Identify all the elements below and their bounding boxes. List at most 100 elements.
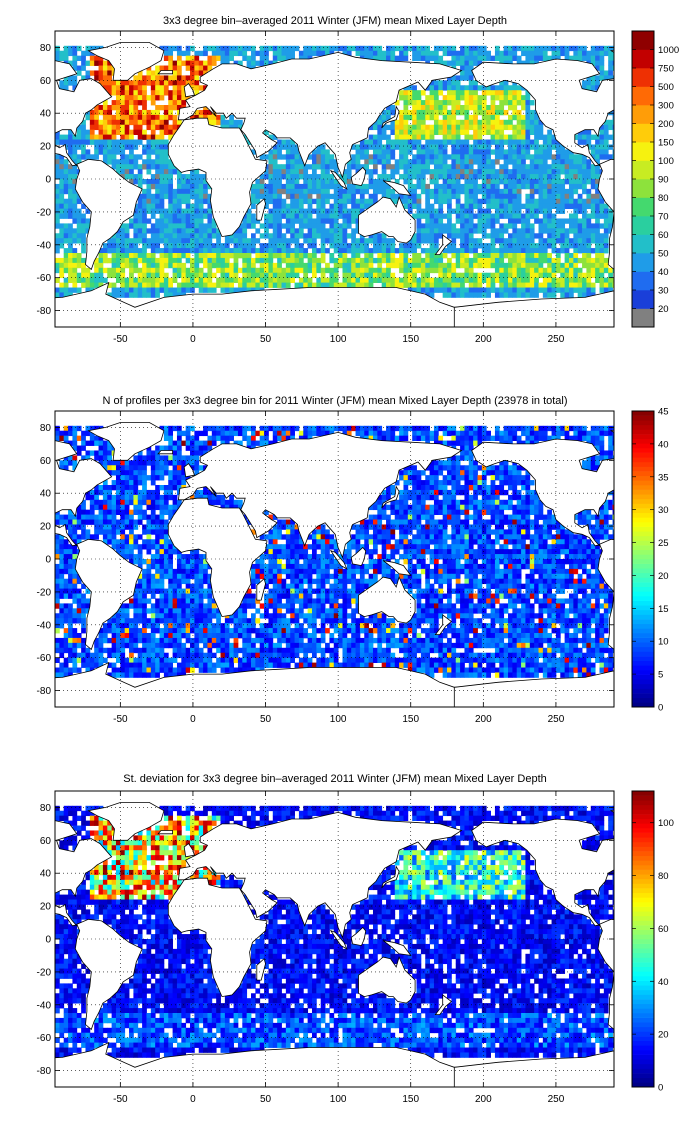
heatmap-cell bbox=[168, 253, 174, 259]
heatmap-cell bbox=[386, 485, 391, 491]
heatmap-cell bbox=[429, 238, 435, 244]
heatmap-cell bbox=[473, 179, 478, 185]
heatmap-cell bbox=[102, 248, 108, 254]
heatmap-cell bbox=[107, 257, 113, 264]
heatmap-cell bbox=[346, 243, 352, 249]
heatmap-cell bbox=[612, 277, 614, 283]
heatmap-cell bbox=[464, 100, 470, 106]
heatmap-cell bbox=[438, 198, 444, 205]
heatmap-cell bbox=[516, 203, 522, 209]
heatmap-cell bbox=[194, 203, 200, 209]
heatmap-cell bbox=[85, 223, 91, 229]
heatmap-cell bbox=[185, 45, 191, 52]
heatmap-cell bbox=[311, 164, 317, 170]
heatmap-cell bbox=[381, 183, 387, 190]
heatmap-cell bbox=[386, 430, 391, 437]
heatmap-cell bbox=[381, 124, 387, 131]
heatmap-cell bbox=[564, 159, 570, 165]
heatmap-cell bbox=[468, 95, 474, 101]
heatmap-cell bbox=[124, 257, 130, 264]
heatmap-cell bbox=[333, 262, 339, 269]
heatmap-cell bbox=[316, 282, 322, 288]
heatmap-cell bbox=[590, 282, 596, 288]
heatmap-cell bbox=[81, 75, 86, 81]
heatmap-cell bbox=[420, 149, 426, 155]
heatmap-cell bbox=[377, 45, 383, 52]
heatmap-cell bbox=[529, 183, 535, 190]
heatmap-cell bbox=[425, 282, 431, 288]
heatmap-cell bbox=[416, 203, 422, 209]
heatmap-cell bbox=[203, 257, 208, 264]
heatmap-cell bbox=[455, 435, 461, 441]
heatmap-cell bbox=[107, 70, 113, 76]
heatmap-cell bbox=[481, 243, 487, 249]
heatmap-cell bbox=[534, 183, 539, 190]
heatmap-cell bbox=[568, 292, 574, 298]
heatmap-cell bbox=[573, 50, 579, 57]
heatmap-cell bbox=[595, 455, 600, 461]
heatmap-cell bbox=[194, 435, 200, 441]
heatmap-cell bbox=[599, 233, 605, 239]
heatmap-cell bbox=[129, 267, 134, 274]
heatmap-cell bbox=[464, 425, 470, 432]
heatmap-cell bbox=[538, 174, 544, 180]
heatmap-cell bbox=[237, 243, 243, 249]
heatmap-cell bbox=[163, 109, 169, 116]
heatmap-cell bbox=[211, 435, 217, 441]
heatmap-cell bbox=[102, 257, 108, 264]
heatmap-cell bbox=[146, 257, 152, 264]
heatmap-cell bbox=[451, 287, 457, 293]
heatmap-cell bbox=[63, 50, 69, 57]
heatmap-cell bbox=[473, 193, 478, 200]
heatmap-cell bbox=[320, 267, 326, 274]
heatmap-cell bbox=[442, 159, 448, 165]
heatmap-cell bbox=[608, 445, 613, 451]
heatmap-cell bbox=[364, 243, 370, 249]
heatmap-cell bbox=[477, 277, 483, 283]
heatmap-cell bbox=[547, 174, 552, 180]
heatmap-cell bbox=[525, 277, 531, 283]
heatmap-cell bbox=[185, 272, 191, 279]
heatmap-cell bbox=[294, 267, 300, 274]
heatmap-cell bbox=[342, 257, 348, 264]
heatmap-cell bbox=[603, 218, 609, 224]
heatmap-cell bbox=[224, 277, 230, 283]
heatmap-cell bbox=[442, 287, 448, 293]
heatmap-cell bbox=[494, 50, 500, 57]
heatmap-cell bbox=[172, 465, 178, 471]
heatmap-cell bbox=[473, 139, 478, 145]
heatmap-cell bbox=[486, 139, 491, 145]
heatmap-cell bbox=[59, 460, 65, 466]
heatmap-cell bbox=[150, 213, 156, 219]
heatmap-cell bbox=[268, 223, 274, 229]
heatmap-cell bbox=[194, 450, 200, 456]
heatmap-cell bbox=[503, 243, 509, 249]
heatmap-cell bbox=[595, 267, 600, 274]
heatmap-cell bbox=[329, 45, 335, 52]
heatmap-cell bbox=[534, 248, 539, 254]
heatmap-cell bbox=[351, 213, 356, 219]
heatmap-cell bbox=[525, 208, 531, 214]
heatmap-cell bbox=[455, 183, 461, 190]
heatmap-cell bbox=[181, 470, 187, 476]
heatmap-cell bbox=[442, 114, 448, 121]
heatmap-cell bbox=[399, 134, 404, 140]
heatmap-cell bbox=[499, 144, 505, 150]
heatmap-cell bbox=[494, 262, 500, 269]
heatmap-cell bbox=[582, 257, 587, 264]
heatmap-cell bbox=[468, 243, 474, 249]
heatmap-cell bbox=[181, 253, 187, 259]
heatmap-cell bbox=[451, 193, 457, 200]
heatmap-cell bbox=[72, 267, 78, 274]
heatmap-cell bbox=[586, 253, 592, 259]
heatmap-cell bbox=[386, 105, 391, 111]
heatmap-cell bbox=[185, 425, 191, 432]
heatmap-cell bbox=[464, 233, 470, 239]
heatmap-cell bbox=[433, 460, 439, 466]
heatmap-cell bbox=[76, 65, 82, 71]
heatmap-cell bbox=[534, 287, 539, 293]
heatmap-cell bbox=[447, 248, 452, 254]
heatmap-cell bbox=[194, 80, 200, 86]
heatmap-cell bbox=[246, 267, 252, 274]
heatmap-cell bbox=[155, 228, 160, 234]
